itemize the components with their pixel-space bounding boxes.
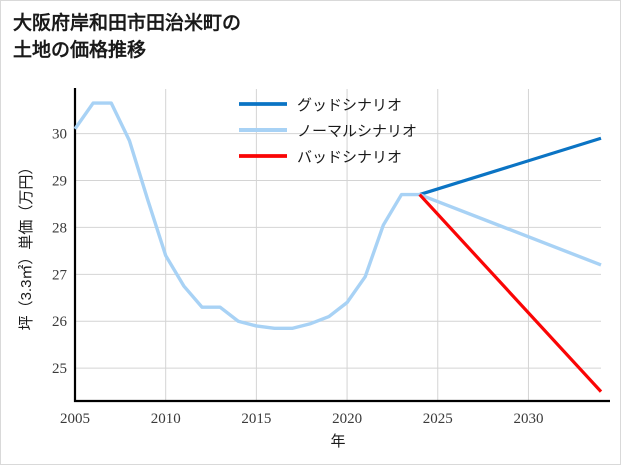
y-tick-label: 30 [52, 127, 67, 143]
x-tick-label: 2030 [513, 411, 543, 427]
series-line-ノーマルシナリオ [73, 101, 602, 330]
y-tick-label: 29 [52, 173, 67, 189]
series-line-グッドシナリオ [419, 136, 602, 197]
x-tick-label: 2020 [332, 411, 362, 427]
x-tick-label: 2010 [151, 411, 181, 427]
axis-spines [73, 88, 610, 403]
x-tick-label: 2025 [423, 411, 453, 427]
series-line-バッドシナリオ [418, 193, 603, 393]
legend-label-バッドシナリオ: バッドシナリオ [297, 150, 402, 166]
y-tick-label: 25 [52, 361, 67, 377]
x-axis-title: 年 [330, 433, 345, 450]
legend-label-グッドシナリオ: グッドシナリオ [297, 97, 402, 114]
y-axis-title: 坪（3.3㎡）単価（万円） [18, 160, 35, 331]
legend-label-ノーマルシナリオ: ノーマルシナリオ [297, 124, 417, 140]
y-tick-label: 27 [52, 267, 68, 283]
x-tick-label: 2015 [241, 411, 271, 427]
y-tick-label: 26 [52, 314, 68, 330]
y-tick-label: 28 [52, 220, 67, 236]
chart-title: 大阪府岸和田市田治米町の 土地の価格推移 [13, 13, 242, 61]
x-tick-label: 2005 [60, 411, 90, 427]
